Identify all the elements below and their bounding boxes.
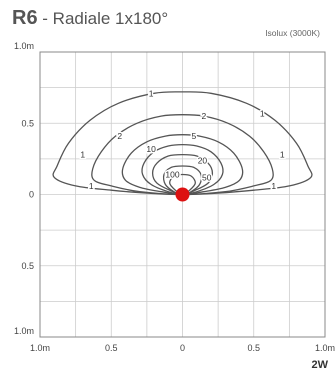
contour-label: 2: [202, 111, 207, 121]
model-name: R6: [12, 7, 38, 29]
x-tick-label: 0.5: [247, 343, 260, 353]
axis-ticks: 1.0m 0.5 0 0.5 1.0m 1.0m 0.5 0 0.5 1.0m: [14, 41, 335, 353]
y-tick-label: 0.5: [21, 118, 34, 128]
contour-label: 2: [117, 131, 122, 141]
contour-label: 1: [89, 181, 94, 191]
contour-label: 1: [271, 181, 276, 191]
contour-label: 1: [149, 88, 154, 98]
y-tick-label: 1.0m: [14, 41, 34, 51]
y-tick-label: 1.0m: [14, 326, 34, 336]
light-source-marker: [175, 187, 190, 202]
x-tick-label: 1.0m: [315, 343, 335, 353]
chart-title: R6 - Radiale 1x180°: [12, 7, 168, 29]
contour-label: 1: [260, 108, 265, 118]
x-tick-label: 0: [180, 343, 185, 353]
y-tick-label: 0: [29, 190, 34, 200]
contour-label: 1: [80, 150, 85, 160]
x-tick-label: 1.0m: [30, 343, 50, 353]
power-rating: 2W: [312, 359, 329, 371]
contour-label: 50: [202, 172, 212, 182]
contour-label: 100: [165, 170, 179, 180]
light-source: [175, 187, 190, 202]
plot-frame: [39, 51, 326, 338]
chart-subtitle: - Radiale 1x180°: [38, 9, 169, 28]
contour-label: 1: [280, 150, 285, 160]
contour-label: 10: [146, 144, 156, 154]
x-tick-label: 0.5: [105, 343, 118, 353]
y-tick-label: 0.5: [21, 261, 34, 271]
contour-label: 5: [192, 131, 197, 141]
contour-label: 20: [198, 155, 208, 165]
isolux-note: Isolux (3000K): [265, 28, 320, 38]
